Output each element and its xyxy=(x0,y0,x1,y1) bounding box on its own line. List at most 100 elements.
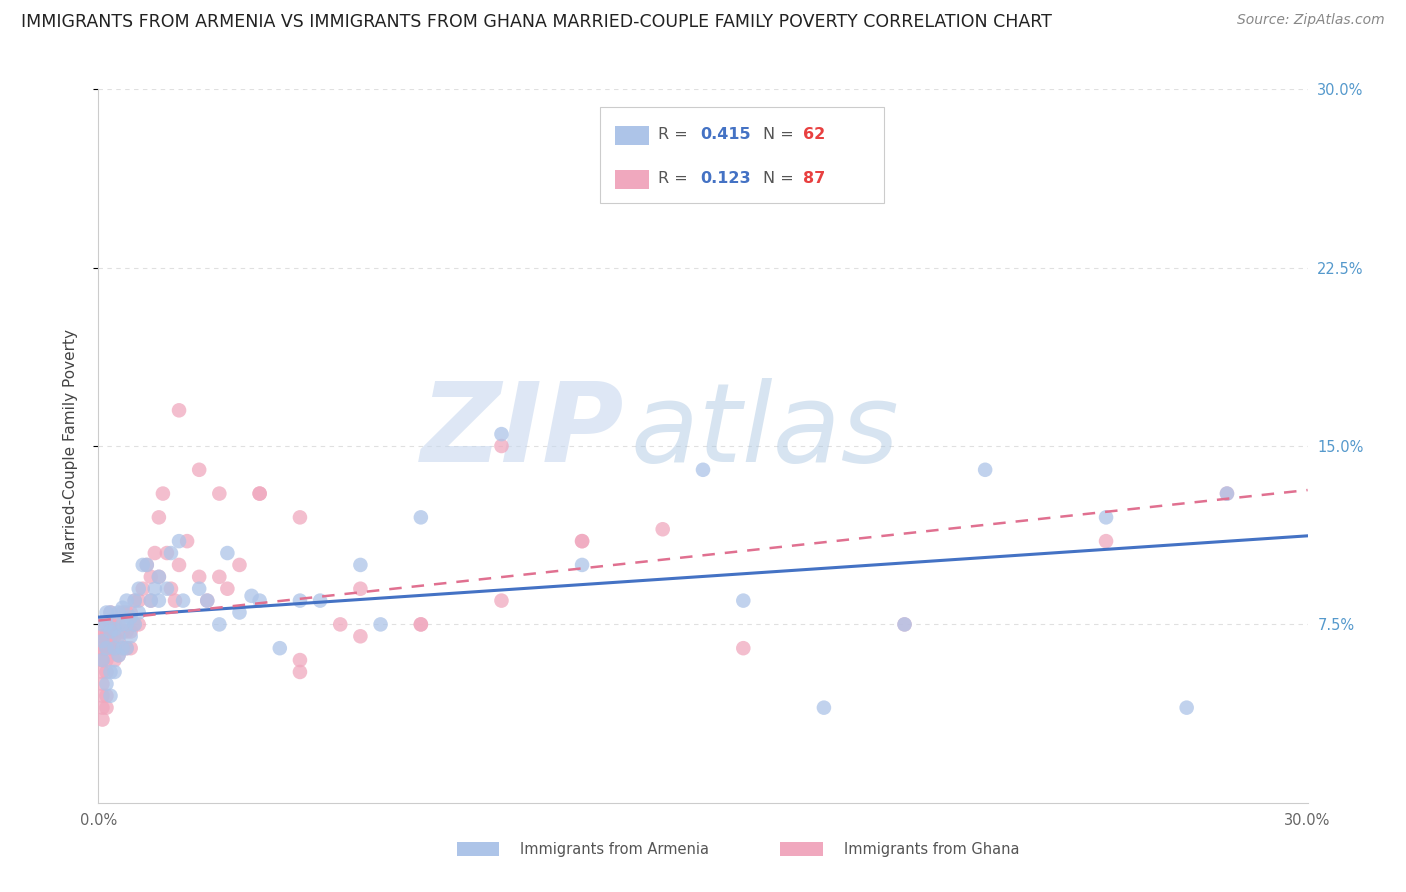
Text: R =: R = xyxy=(658,171,693,186)
Text: 0.123: 0.123 xyxy=(700,171,751,186)
Point xyxy=(491,439,513,453)
Point xyxy=(139,593,162,607)
Point xyxy=(217,546,239,560)
Point xyxy=(103,665,125,679)
Point xyxy=(349,558,371,572)
Point xyxy=(107,617,129,632)
Point xyxy=(111,617,134,632)
Point xyxy=(128,606,150,620)
FancyBboxPatch shape xyxy=(600,107,884,203)
Point xyxy=(228,558,250,572)
Point xyxy=(96,641,118,656)
Point xyxy=(571,534,593,549)
Point xyxy=(188,463,211,477)
Point xyxy=(692,463,714,477)
Point xyxy=(156,546,179,560)
Point xyxy=(1216,486,1239,500)
Point xyxy=(288,665,311,679)
Point xyxy=(733,641,755,656)
Point xyxy=(148,570,170,584)
Text: Immigrants from Armenia: Immigrants from Armenia xyxy=(520,842,709,856)
Point xyxy=(167,403,190,417)
Point xyxy=(120,629,142,643)
Point xyxy=(491,427,513,442)
Point xyxy=(188,570,211,584)
Point xyxy=(195,593,218,607)
Point xyxy=(195,593,218,607)
Point xyxy=(1095,510,1118,524)
Point xyxy=(107,648,129,663)
Point xyxy=(733,593,755,607)
Point xyxy=(240,589,263,603)
Point xyxy=(96,653,118,667)
Point xyxy=(249,593,271,607)
Point xyxy=(96,689,118,703)
Point xyxy=(309,593,332,607)
Point xyxy=(91,629,114,643)
Point xyxy=(893,617,915,632)
Text: Immigrants from Ghana: Immigrants from Ghana xyxy=(844,842,1019,856)
Point xyxy=(409,510,432,524)
Text: N =: N = xyxy=(763,127,800,142)
Point xyxy=(228,606,250,620)
Point xyxy=(103,641,125,656)
Point xyxy=(1216,486,1239,500)
Text: atlas: atlas xyxy=(630,378,898,485)
Point xyxy=(651,522,673,536)
Point xyxy=(128,582,150,596)
Point xyxy=(111,606,134,620)
Text: Source: ZipAtlas.com: Source: ZipAtlas.com xyxy=(1237,13,1385,28)
Point xyxy=(100,617,122,632)
Point xyxy=(115,624,138,639)
Point xyxy=(107,606,129,620)
Point xyxy=(188,582,211,596)
Point xyxy=(111,624,134,639)
Point xyxy=(96,606,118,620)
Point xyxy=(115,641,138,656)
Point xyxy=(139,570,162,584)
Point xyxy=(148,570,170,584)
Point xyxy=(91,677,114,691)
Point xyxy=(176,534,198,549)
Point xyxy=(91,629,114,643)
Point xyxy=(156,582,179,596)
Point xyxy=(96,700,118,714)
Point xyxy=(103,629,125,643)
Point xyxy=(96,629,118,643)
Point xyxy=(107,629,129,643)
Point xyxy=(115,617,138,632)
Point xyxy=(100,617,122,632)
Point xyxy=(813,700,835,714)
Text: ZIP: ZIP xyxy=(420,378,624,485)
Point xyxy=(208,570,231,584)
Point xyxy=(91,665,114,679)
Point xyxy=(288,510,311,524)
Point xyxy=(491,593,513,607)
Text: 62: 62 xyxy=(803,127,825,142)
Point xyxy=(217,582,239,596)
Point xyxy=(269,641,291,656)
Point xyxy=(91,641,114,656)
Text: 0.415: 0.415 xyxy=(700,127,751,142)
Point xyxy=(103,622,125,636)
Point xyxy=(249,486,271,500)
Point xyxy=(91,617,114,632)
Point xyxy=(96,617,118,632)
Point xyxy=(160,582,183,596)
Point xyxy=(120,624,142,639)
Text: IMMIGRANTS FROM ARMENIA VS IMMIGRANTS FROM GHANA MARRIED-COUPLE FAMILY POVERTY C: IMMIGRANTS FROM ARMENIA VS IMMIGRANTS FR… xyxy=(21,13,1052,31)
Point xyxy=(571,558,593,572)
Point xyxy=(288,653,311,667)
Point xyxy=(100,641,122,656)
Point xyxy=(974,463,997,477)
Point xyxy=(100,606,122,620)
Point xyxy=(409,617,432,632)
Point xyxy=(91,700,114,714)
Point xyxy=(124,593,146,607)
Point xyxy=(96,641,118,656)
Point xyxy=(132,582,155,596)
Point xyxy=(115,593,138,607)
Point xyxy=(107,648,129,663)
Point xyxy=(288,593,311,607)
FancyBboxPatch shape xyxy=(614,170,648,189)
